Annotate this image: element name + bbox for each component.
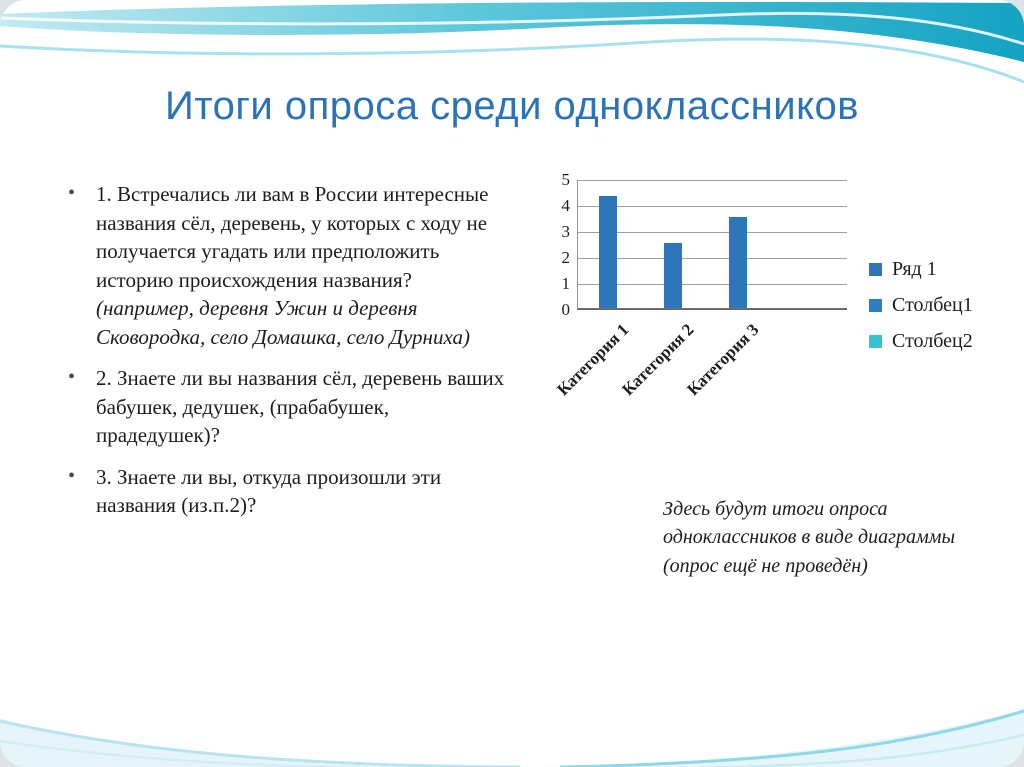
- slide-content: • 1. Встречались ли вам в России интерес…: [60, 170, 996, 580]
- bottom-wave-decoration: [0, 709, 1024, 767]
- legend-swatch: [869, 299, 882, 312]
- bullet-item-3: • 3. Знаете ли вы, откуда произошли эти …: [60, 463, 515, 520]
- y-axis-tick-label: 1: [561, 274, 571, 293]
- slide-title: Итоги опроса среди одноклассников: [164, 84, 860, 128]
- legend-item: Столбец1: [869, 294, 973, 317]
- chart-bar: [599, 196, 617, 308]
- chart-plot: 0 1 2 3 4 5 Категория 1 Категория 2 Категория 3: [553, 170, 847, 399]
- legend-swatch: [869, 335, 882, 348]
- chart-column: 0 1 2 3 4 5 Категория 1 Категория 2 Категория 3 …: [515, 170, 996, 580]
- top-wave-decoration: [0, 2, 1024, 84]
- bullet-marker: •: [68, 464, 76, 487]
- y-axis-tick-label: 4: [561, 196, 571, 215]
- bullet-text: 2. Знаете ли вы названия сёл, деревень в…: [96, 366, 505, 448]
- chart-plot-area: 0 1 2 3 4 5 Категория 1 Категория 2 Категория 3: [545, 170, 847, 399]
- legend-item: Ряд 1: [869, 258, 973, 281]
- survey-bar-chart: 0 1 2 3 4 5 Категория 1 Категория 2 Категория 3 …: [545, 170, 996, 399]
- bullet-text: 1. Встречались ли вам в России интересны…: [96, 182, 489, 292]
- chart-gridline: [578, 206, 847, 207]
- bullet-italic: (например, деревня Ужин и деревня Сковор…: [96, 296, 471, 349]
- chart-bar: [729, 217, 747, 308]
- chart-bar: [664, 243, 682, 308]
- bullet-marker: •: [68, 182, 76, 204]
- bullet-item-2: • 2. Знаете ли вы названия сёл, деревень…: [60, 364, 515, 450]
- legend-label: Столбец1: [892, 294, 973, 316]
- chart-gridline: [578, 258, 847, 259]
- y-axis-tick-label: 3: [561, 222, 571, 241]
- chart-gridline: [578, 232, 847, 233]
- y-axis-tick-label: 5: [561, 170, 571, 189]
- chart-gridline: [578, 180, 847, 181]
- legend-swatch: [869, 263, 882, 276]
- bullet-text: 3. Знаете ли вы, откуда произошли эти на…: [96, 464, 442, 518]
- bullet-list: • 1. Встречались ли вам в России интерес…: [60, 180, 515, 580]
- legend-label: Столбец2: [892, 330, 973, 352]
- bullet-marker: •: [68, 366, 76, 389]
- bullet-item-1: • 1. Встречались ли вам в России интерес…: [60, 180, 515, 351]
- legend-item: Столбец2: [869, 330, 973, 353]
- chart-gridline: [578, 284, 847, 285]
- y-axis-tick-label: 0: [561, 300, 571, 319]
- chart-placeholder-note: Здесь будут итоги опроса одноклассников …: [663, 498, 956, 577]
- chart-legend: Ряд 1 Столбец1 Столбец2: [869, 258, 973, 352]
- y-axis-tick-label: 2: [561, 248, 571, 267]
- legend-label: Ряд 1: [892, 258, 937, 280]
